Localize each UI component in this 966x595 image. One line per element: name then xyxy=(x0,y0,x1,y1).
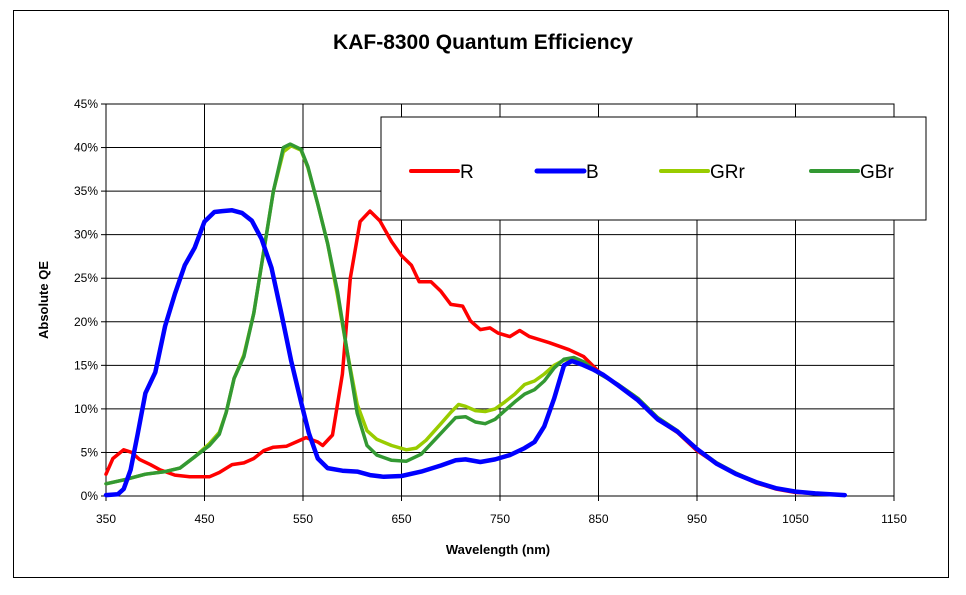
x-tick-label: 750 xyxy=(490,512,510,526)
legend-label-b: B xyxy=(586,162,599,183)
y-tick-label: 20% xyxy=(74,315,98,329)
x-tick-label: 850 xyxy=(588,512,608,526)
y-tick-label: 30% xyxy=(74,228,98,242)
x-tick-label: 950 xyxy=(687,512,707,526)
series-lines xyxy=(103,142,848,498)
legend-label-grr: GRr xyxy=(710,162,746,183)
legend: R B GRr GBr xyxy=(380,116,927,221)
legend-label-gbr: GBr xyxy=(860,162,894,183)
x-tick-label: 1050 xyxy=(782,512,809,526)
chart-title: KAF-8300 Quantum Efficiency xyxy=(333,31,633,54)
legend-label-r: R xyxy=(460,162,474,183)
x-tick-label: 450 xyxy=(194,512,214,526)
y-tick-labels: 0% 5% 10% 15% 20% 25% 30% 35% 40% 45% xyxy=(74,97,98,503)
x-tick-label: 650 xyxy=(391,512,411,526)
x-tick-label: 550 xyxy=(293,512,313,526)
y-tick-label: 45% xyxy=(74,97,98,111)
x-tick-label: 1150 xyxy=(881,512,907,526)
y-tick-label: 0% xyxy=(81,489,99,503)
y-tick-label: 5% xyxy=(81,445,99,459)
y-tick-label: 10% xyxy=(74,402,98,416)
x-tick-labels: 350 450 550 650 750 850 950 1050 1150 xyxy=(96,512,907,526)
y-tick-label: 25% xyxy=(74,271,98,285)
y-tick-label: 40% xyxy=(74,141,98,155)
legend-box xyxy=(380,116,927,221)
y-tick-label: 15% xyxy=(74,358,98,372)
x-tick-label: 350 xyxy=(96,512,116,526)
x-axis-title: Wavelength (nm) xyxy=(446,542,550,557)
y-tick-label: 35% xyxy=(74,184,98,198)
series-line-b xyxy=(103,208,848,498)
y-axis-title: Absolute QE xyxy=(36,261,51,339)
